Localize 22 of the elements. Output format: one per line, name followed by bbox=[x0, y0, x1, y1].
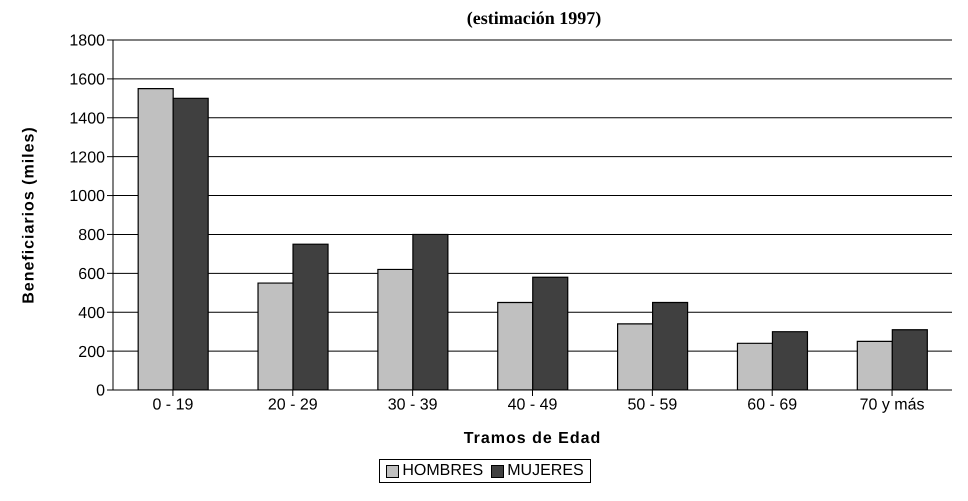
y-tick-label: 400 bbox=[78, 304, 106, 322]
chart-title: (estimación 1997) bbox=[466, 8, 602, 28]
x-tick-label: 30 - 39 bbox=[388, 396, 438, 414]
x-tick-label: 0 - 19 bbox=[152, 396, 194, 414]
legend-label: HOMBRES bbox=[402, 462, 484, 480]
y-axis-title: Beneficiarios (miles) bbox=[20, 126, 38, 304]
y-tick-label: 1800 bbox=[69, 32, 106, 50]
y-tick-label: 0 bbox=[96, 382, 106, 400]
y-tick-label: 1600 bbox=[69, 72, 106, 89]
x-tick-label: 70 y más bbox=[860, 396, 925, 414]
x-tick-label: 20 - 29 bbox=[268, 396, 318, 414]
x-tick-label: 60 - 69 bbox=[747, 396, 798, 414]
x-tick-label: 50 - 59 bbox=[627, 396, 678, 414]
y-tick-label: 1000 bbox=[69, 188, 106, 206]
y-tick-label: 200 bbox=[78, 344, 106, 361]
y-tick-label: 600 bbox=[78, 266, 106, 284]
y-tick-label: 1400 bbox=[69, 110, 106, 128]
legend-label: MUJERES bbox=[507, 462, 584, 480]
x-axis-title: Tramos de Edad bbox=[464, 430, 602, 447]
y-tick-label: 800 bbox=[78, 227, 106, 244]
y-tick-label: 1200 bbox=[69, 149, 106, 166]
x-tick-label: 40 - 49 bbox=[508, 396, 558, 414]
